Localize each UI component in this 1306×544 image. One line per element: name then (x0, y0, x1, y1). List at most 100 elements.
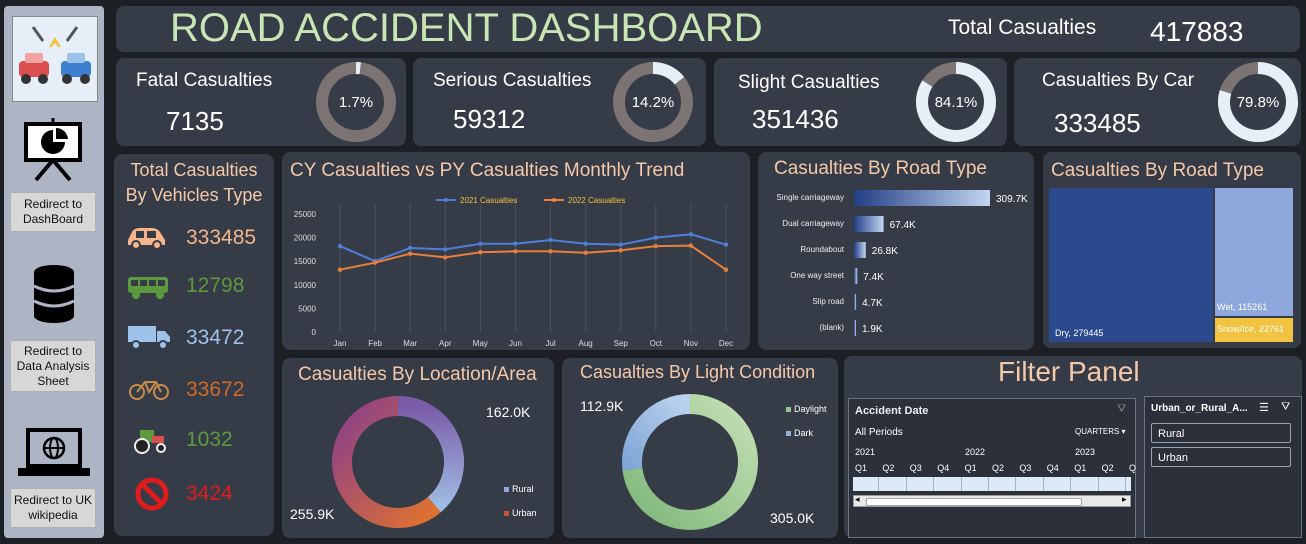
data-point (372, 260, 378, 265)
slicer-item-urban[interactable]: Urban (1151, 447, 1291, 467)
redirect-dashboard-button[interactable]: Redirect to DashBoard (10, 192, 96, 232)
timeline-scrollbar[interactable]: ◂ ▸ (853, 494, 1131, 507)
road-type-bar-chart: Single carriageway 309.7K Dual carriageway… (776, 190, 1028, 336)
legend-item: Urban (504, 508, 537, 518)
timeline-year: 2022 (965, 447, 986, 457)
x-tick-label: Dec (719, 339, 733, 348)
x-tick-label: Apr (439, 339, 452, 348)
x-tick-label: Jun (509, 339, 522, 348)
scroll-thumb[interactable] (866, 498, 1082, 506)
kpi-card-serious: Serious Casualties 59312 14.2% (413, 58, 706, 146)
vehicle-value: 3424 (186, 482, 233, 505)
bar-value-label: 67.4K (890, 220, 916, 231)
timeline-cell-divider (988, 477, 989, 491)
bar (854, 268, 858, 284)
kpi-donut (916, 62, 996, 142)
laptop-globe-icon[interactable] (16, 428, 92, 480)
kpi-value: 351436 (752, 104, 839, 134)
x-tick-label: Mar (403, 339, 417, 348)
total-casualties-label: Total Casualties (948, 16, 1097, 39)
data-point (653, 235, 659, 240)
accident-date-timeline[interactable]: Accident Date ⛛ All Periods QUARTERS ▾ 2… (848, 398, 1136, 538)
bar (854, 190, 990, 206)
clear-filter-icon[interactable]: ⛛ (1117, 403, 1127, 415)
donut-slice-daylight (622, 394, 758, 530)
data-point (653, 243, 659, 249)
legend-item: Dark (786, 428, 813, 438)
data-label-urban: 255.9K (290, 506, 335, 522)
donut-fill (1218, 62, 1298, 142)
treemap-wet: Wet, 115261 (1215, 188, 1293, 316)
data-point (478, 250, 483, 255)
bus-icon (128, 277, 168, 299)
x-tick-label: Feb (368, 339, 382, 348)
redirect-wikipedia-button[interactable]: Redirect to UK wikipedia (10, 488, 96, 528)
timeline-quarter-label: Q1 (1074, 463, 1087, 473)
slicer-title: Urban_or_Rural_A... (1151, 403, 1248, 414)
x-tick-label: Oct (650, 339, 663, 348)
category-label: One way street (790, 271, 845, 280)
scroll-left-arrow[interactable]: ◂ (855, 494, 860, 504)
treemap-dry: Dry, 279445 (1049, 188, 1213, 342)
chart-title: Casualties By Road Type (1051, 160, 1264, 181)
logo-image (12, 16, 98, 102)
kpi-value: 7135 (166, 106, 224, 136)
redirect-data-analysis-button[interactable]: Redirect to Data Analysis Sheet (10, 340, 96, 392)
data-point (513, 241, 518, 246)
road-type-treemap-panel: Casualties By Road Type Dry, 279445 Wet,… (1043, 152, 1301, 348)
x-tick-label: Jan (334, 339, 347, 348)
kpi-percent: 84.1% (934, 94, 978, 111)
x-tick-label: May (473, 339, 488, 348)
bar-value-label: 309.7K (996, 194, 1028, 205)
category-label: Dual carriageway (782, 219, 844, 228)
timeline-bar[interactable] (853, 477, 1131, 491)
timeline-quarter-label: Q1 (855, 463, 868, 473)
kpi-card-car: Casualties By Car 333485 79.8% (1014, 58, 1301, 146)
multi-select-icon[interactable]: ☰ (1259, 402, 1269, 414)
filter-panel: Filter Panel Accident Date ⛛ All Periods… (844, 356, 1302, 538)
presentation-chart-icon[interactable] (22, 116, 84, 182)
light-panel: Casualties By Light Condition 112.9K 305… (562, 358, 838, 538)
vehicles-panel: Total Casualties By Vehicles Type 333485… (114, 154, 274, 536)
kpi-title: Fatal Casualties (136, 70, 273, 91)
data-point (583, 241, 588, 246)
chart-title: Casualties By Light Condition (580, 362, 816, 382)
donut-slice-rural (397, 396, 464, 513)
data-point (407, 245, 413, 251)
bar (854, 216, 884, 232)
data-point (513, 249, 518, 254)
clear-filter-icon[interactable]: ⛛ (1281, 401, 1291, 413)
chart-title: Casualties By Location/Area (298, 364, 537, 385)
chart-title: CY Casualties vs PY Casualties Monthly T… (290, 160, 685, 181)
kpi-value: 333485 (1054, 108, 1141, 138)
treemap-label: Dry, 279445 (1055, 328, 1104, 338)
timeline-quarter-label: Q3 (1019, 463, 1032, 473)
treemap-label: Snow/Ice, 22761 (1217, 324, 1285, 334)
timeline-periods: All Periods (855, 427, 903, 438)
legend-label: 2022 Casualties (568, 196, 625, 205)
road-type-bar-panel: Casualties By Road Type Single carriagew… (758, 152, 1034, 350)
kpi-title: Slight Casualties (738, 72, 880, 93)
light-donut-chart (622, 394, 758, 530)
kpi-donut (316, 62, 396, 142)
timeline-level-dropdown[interactable]: QUARTERS ▾ (1075, 427, 1126, 436)
timeline-year: 2023 (1075, 447, 1096, 457)
timeline-cell-divider (878, 477, 880, 491)
x-tick-label: Aug (579, 339, 593, 348)
treemap-snow-ice: Snow/Ice, 22761 (1215, 318, 1293, 342)
legend-label: Daylight (794, 404, 827, 414)
timeline-cell-divider (1097, 477, 1099, 491)
legend-label: 2021 Casualties (460, 196, 517, 205)
timeline-level-label: QUARTERS (1075, 427, 1120, 436)
filter-panel-title: Filter Panel (998, 356, 1140, 387)
legend-marker (552, 198, 556, 202)
bar (854, 320, 856, 336)
slicer-item-rural[interactable]: Rural (1151, 423, 1291, 443)
timeline-cell-divider (960, 477, 962, 491)
database-icon[interactable] (32, 264, 76, 324)
location-panel: Casualties By Location/Area 162.0K 255.9… (282, 358, 554, 538)
scroll-right-arrow[interactable]: ▸ (1122, 494, 1127, 504)
data-point (688, 232, 694, 237)
page-title: ROAD ACCIDENT DASHBOARD (170, 6, 763, 50)
urban-rural-slicer[interactable]: Urban_or_Rural_A... ☰ ⛛ Rural Urban (1144, 396, 1302, 538)
